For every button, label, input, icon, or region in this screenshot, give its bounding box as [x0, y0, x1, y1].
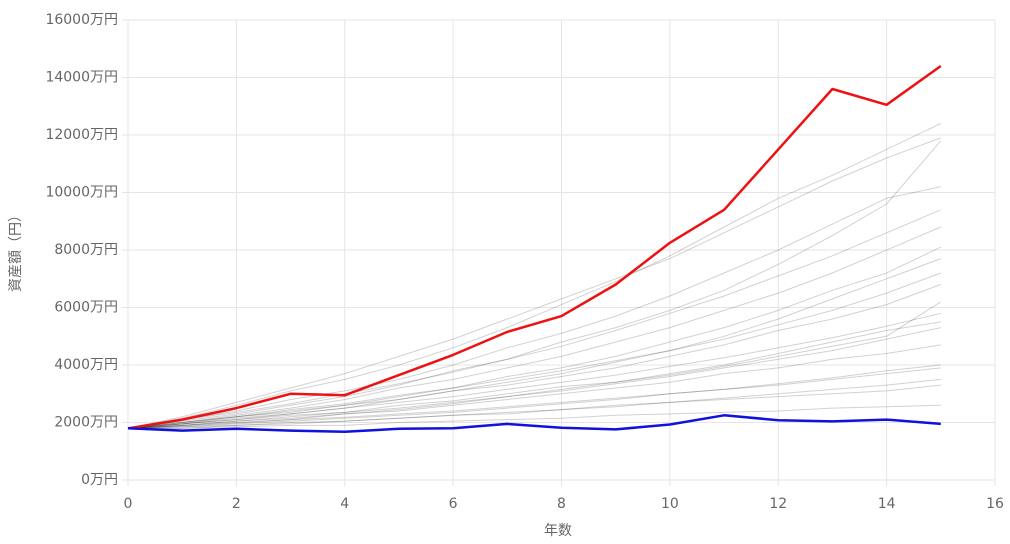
- y-axis-label: 資産額（円）: [8, 208, 24, 292]
- simulation-line: [127, 344, 941, 429]
- simulation-line: [127, 258, 941, 429]
- y-tick-label: 2000万円: [54, 415, 118, 431]
- simulation-line: [127, 327, 941, 429]
- simulation-line: [127, 226, 941, 429]
- x-tick-label: 8: [557, 496, 566, 512]
- simulation-line: [127, 140, 942, 429]
- simulation-line: [127, 137, 941, 429]
- simulation-line: [127, 321, 941, 429]
- y-tick-label: 0万円: [81, 472, 118, 488]
- simulation-line: [127, 364, 941, 429]
- highlight-line: [127, 64, 942, 430]
- simulation-line: [127, 186, 941, 429]
- simulation-line: [127, 378, 941, 429]
- highlight-line: [127, 414, 941, 433]
- simulation-line: [127, 301, 942, 429]
- x-axis-label: 年数: [544, 523, 572, 539]
- x-tick-label: 2: [232, 496, 241, 512]
- x-tick-label: 6: [449, 496, 458, 512]
- simulation-line: [127, 284, 941, 429]
- y-tick-label: 8000万円: [54, 242, 118, 258]
- y-tick-label: 4000万円: [54, 357, 118, 373]
- x-tick-label: 14: [878, 496, 896, 512]
- x-tick-label: 4: [340, 496, 349, 512]
- y-tick-label: 10000万円: [45, 185, 118, 201]
- simulation-line: [127, 312, 941, 429]
- y-tick-label: 14000万円: [45, 70, 118, 86]
- y-tick-label: 6000万円: [54, 300, 118, 316]
- simulation-line: [128, 384, 941, 429]
- y-tick-label: 16000万円: [45, 12, 118, 28]
- simulation-line: [127, 367, 941, 429]
- simulation-line: [127, 246, 942, 429]
- x-tick-label: 0: [124, 496, 133, 512]
- x-tick-label: 16: [986, 496, 1004, 512]
- simulation-line: [128, 404, 941, 429]
- x-tick-label: 10: [661, 496, 679, 512]
- simulation-line: [127, 209, 941, 429]
- x-tick-label: 12: [769, 496, 787, 512]
- simulation-line: [127, 123, 942, 429]
- simulation-line: [127, 272, 941, 429]
- y-tick-label: 12000万円: [45, 127, 118, 143]
